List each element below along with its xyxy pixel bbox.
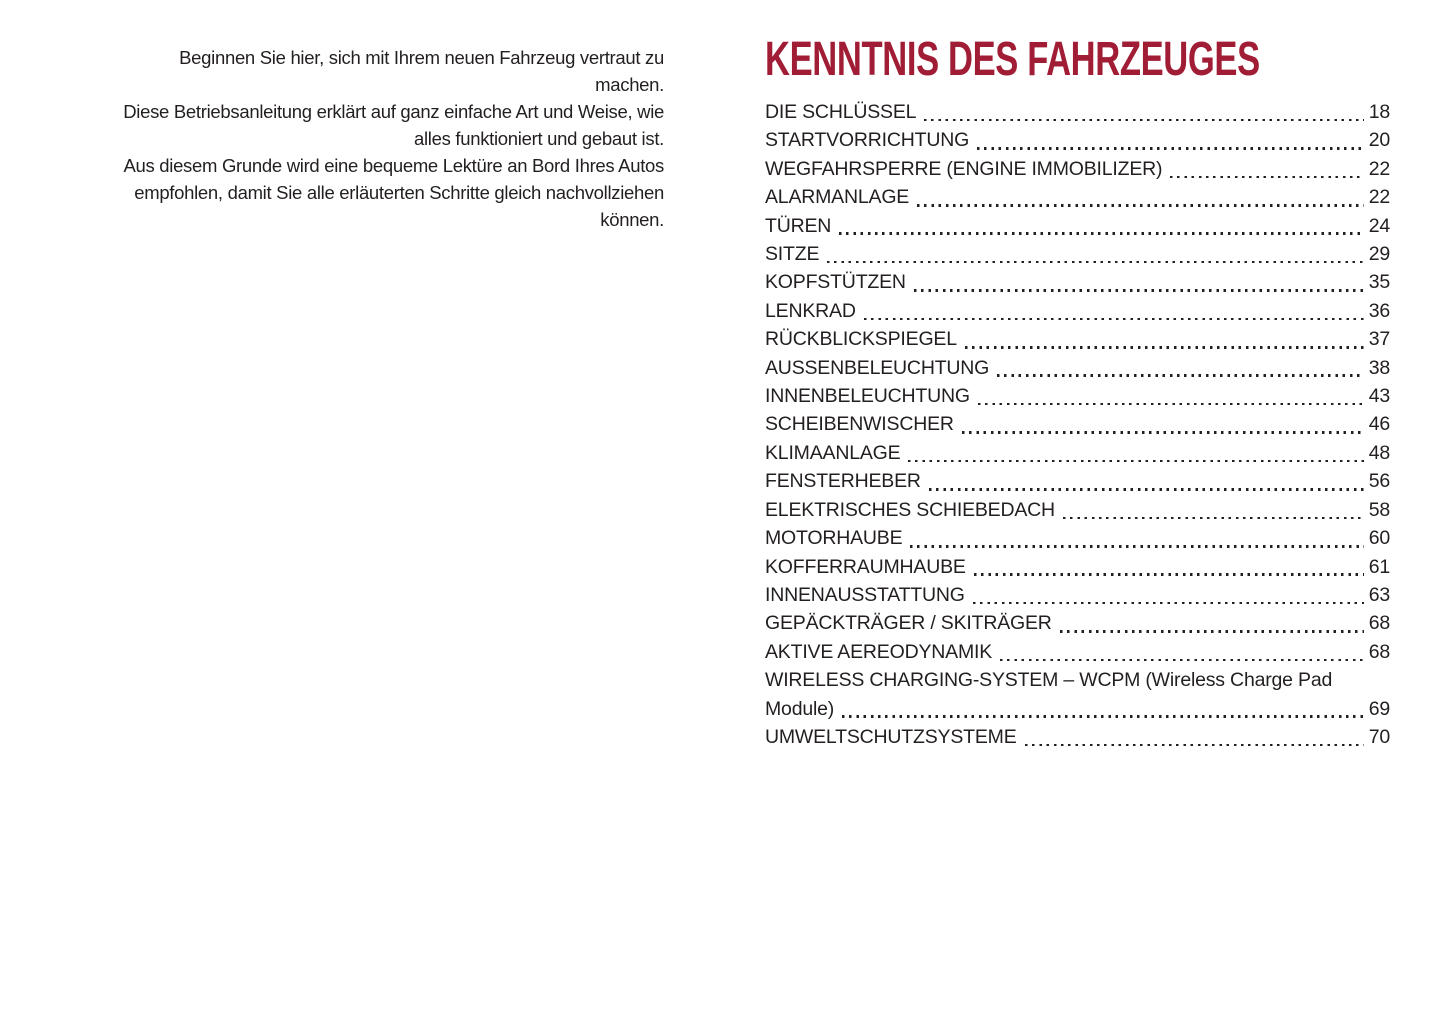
toc-leader-dots (917, 204, 1364, 207)
toc-entry-label: SITZE (765, 243, 820, 266)
toc-entry: AKTIVE AEREODYNAMIK 68 (765, 638, 1390, 666)
toc-entry-label: INNENBELEUCHTUNG (765, 385, 970, 408)
toc-entry-page: 63 (1368, 583, 1390, 606)
intro-paragraph: Diese Betriebsanleitung erklärt auf ganz… (123, 101, 664, 149)
toc-entry-page: 37 (1368, 328, 1390, 351)
toc-entry-label: ELEKTRISCHES SCHIEBEDACH (765, 498, 1055, 521)
toc-entry-label: FENSTERHEBER (765, 470, 921, 493)
toc-entry-page: 36 (1368, 299, 1390, 322)
toc-entry-label: RÜCKBLICKSPIEGEL (765, 328, 957, 351)
toc-entry-label: GEPÄCKTRÄGER / SKITRÄGER (765, 612, 1052, 635)
toc-leader-dots (961, 431, 1364, 434)
toc-entry-page: 58 (1368, 498, 1390, 521)
toc-leader-dots (913, 289, 1364, 292)
toc-leader-dots (910, 544, 1364, 548)
toc-entry-page: 20 (1368, 129, 1390, 152)
intro-paragraph: Beginnen Sie hier, sich mit Ihrem neuen … (179, 47, 664, 95)
toc-entry-page: 60 (1368, 527, 1390, 550)
toc-entry-page: 68 (1368, 640, 1390, 663)
toc-entry-label: TÜREN (765, 214, 832, 237)
toc-entry: LENKRAD 36 (765, 297, 1390, 325)
toc-entry: DIE SCHLÜSSEL 18 (765, 98, 1390, 126)
toc-entry: WIRELESS CHARGING-SYSTEM – WCPM (Wireles… (765, 666, 1390, 694)
toc-entry: INNENBELEUCHTUNG 43 (765, 382, 1390, 410)
toc-entry-page: 22 (1368, 186, 1390, 209)
toc-entry-page: 70 (1368, 725, 1390, 748)
toc-entry-label: SCHEIBENWISCHER (765, 413, 954, 436)
toc-section: KENNTNIS DES FAHRZEUGES DIE SCHLÜSSEL 18… (765, 36, 1390, 751)
toc-entry: TÜREN 24 (765, 212, 1390, 240)
toc-entry: Module) 69 (765, 695, 1390, 723)
toc-entry: WEGFAHRSPERRE (ENGINE IMMOBILIZER) 22 (765, 155, 1390, 183)
toc-entry-label: UMWELTSCHUTZSYSTEME (765, 725, 1017, 748)
toc-entry-page: 69 (1368, 697, 1390, 720)
toc-leader-dots (977, 402, 1364, 406)
toc-entry-page: 48 (1368, 441, 1390, 464)
toc-entry-label: AKTIVE AEREODYNAMIK (765, 640, 993, 663)
toc-entry-page: 68 (1368, 612, 1390, 635)
toc-entry-label: ALARMANLAGE (765, 186, 910, 209)
toc-entry: SCHEIBENWISCHER 46 (765, 410, 1390, 438)
toc-entry: SITZE 29 (765, 240, 1390, 268)
toc-leader-dots (1170, 175, 1364, 179)
toc-leader-dots (924, 118, 1364, 122)
toc-leader-dots (1059, 630, 1364, 633)
toc-entry: ALARMANLAGE 22 (765, 183, 1390, 211)
toc-leader-dots (908, 459, 1364, 463)
toc-entry-label: Module) (765, 697, 835, 720)
toc-leader-dots (1024, 743, 1364, 747)
toc-entry-page: 61 (1368, 555, 1390, 578)
toc-entry-page: 22 (1368, 157, 1390, 180)
toc-entry: FENSTERHEBER 56 (765, 467, 1390, 495)
toc-entry: UMWELTSCHUTZSYSTEME 70 (765, 723, 1390, 751)
toc-leader-dots (863, 317, 1364, 321)
toc-list: DIE SCHLÜSSEL 18 STARTVORRICHTUNG 20 WEG… (765, 98, 1390, 751)
toc-leader-dots (1062, 516, 1364, 520)
intro-paragraph: Aus diesem Grunde wird eine bequeme Lekt… (123, 155, 664, 230)
toc-entry: KOPFSTÜTZEN 35 (765, 268, 1390, 296)
toc-entry-page: 24 (1368, 214, 1390, 237)
toc-entry-page: 46 (1368, 413, 1390, 436)
toc-entry-label: WIRELESS CHARGING-SYSTEM – WCPM (Wireles… (765, 669, 1333, 692)
toc-entry-page: 35 (1368, 271, 1390, 294)
toc-entry-label: STARTVORRICHTUNG (765, 129, 970, 152)
intro-text-block: Beginnen Sie hier, sich mit Ihrem neuen … (112, 44, 664, 233)
toc-entry: GEPÄCKTRÄGER / SKITRÄGER 68 (765, 609, 1390, 637)
toc-entry: KLIMAANLAGE 48 (765, 439, 1390, 467)
toc-leader-dots (977, 147, 1364, 150)
toc-title: KENNTNIS DES FAHRZEUGES (765, 33, 1260, 86)
toc-leader-dots (973, 573, 1364, 576)
toc-entry-label: KOPFSTÜTZEN (765, 271, 906, 294)
toc-leader-dots (1000, 658, 1364, 662)
toc-entry-label: DIE SCHLÜSSEL (765, 101, 917, 123)
toc-entry-page: 38 (1368, 356, 1390, 379)
toc-leader-dots (997, 374, 1364, 378)
toc-leader-dots (839, 232, 1364, 236)
toc-entry: RÜCKBLICKSPIEGEL 37 (765, 325, 1390, 353)
toc-leader-dots (964, 346, 1364, 349)
toc-entry-page: 43 (1368, 385, 1390, 408)
toc-entry-label: KOFFERRAUMHAUBE (765, 555, 966, 578)
toc-entry-page: 29 (1368, 243, 1390, 266)
toc-entry-page: 56 (1368, 470, 1390, 493)
toc-leader-dots (928, 488, 1364, 491)
toc-entry-label: INNENAUSSTATTUNG (765, 583, 965, 606)
toc-entry: STARTVORRICHTUNG 20 (765, 126, 1390, 154)
toc-entry-label: KLIMAANLAGE (765, 441, 901, 464)
toc-entry-label: LENKRAD (765, 299, 856, 322)
toc-entry: ELEKTRISCHES SCHIEBEDACH 58 (765, 496, 1390, 524)
toc-entry-label: WEGFAHRSPERRE (ENGINE IMMOBILIZER) (765, 157, 1163, 180)
toc-entry-label: MOTORHAUBE (765, 527, 903, 550)
toc-leader-dots (842, 715, 1364, 718)
toc-entry: AUSSENBELEUCHTUNG 38 (765, 354, 1390, 382)
toc-entry: MOTORHAUBE 60 (765, 524, 1390, 552)
toc-leader-dots (972, 601, 1364, 605)
toc-entry-page: 18 (1368, 101, 1390, 123)
toc-entry: KOFFERRAUMHAUBE 61 (765, 553, 1390, 581)
toc-entry: INNENAUSSTATTUNG 63 (765, 581, 1390, 609)
toc-leader-dots (827, 260, 1364, 264)
toc-entry-label: AUSSENBELEUCHTUNG (765, 356, 990, 379)
